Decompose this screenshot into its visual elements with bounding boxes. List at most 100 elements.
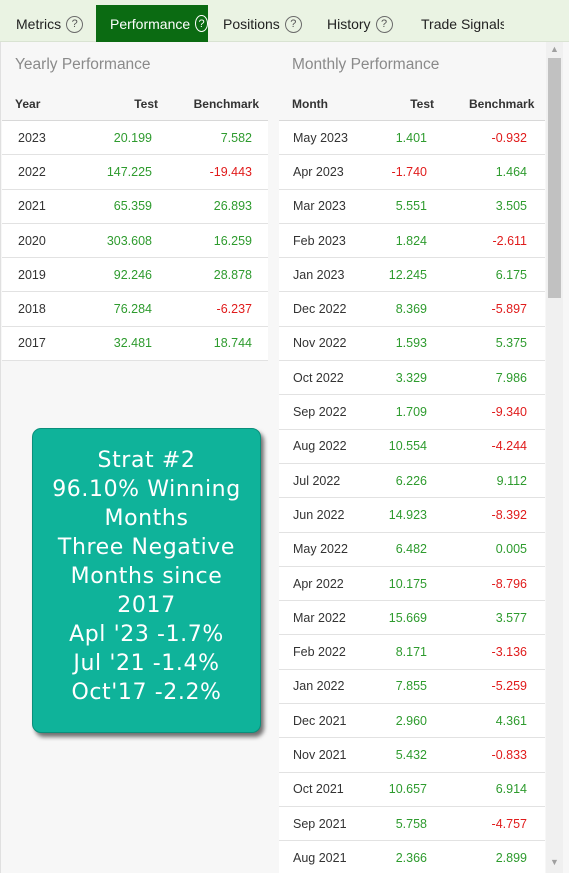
cell-period: Feb 2022 bbox=[293, 645, 346, 660]
yearly-header-benchmark[interactable]: Benchmark bbox=[193, 97, 259, 111]
monthly-table: May 2023 1.401 -0.932 Apr 2023 -1.740 1.464 Ma… bbox=[279, 120, 545, 873]
cell-test: 10.657 bbox=[388, 782, 427, 797]
cell-benchmark: -0.932 bbox=[491, 130, 527, 145]
cell-benchmark: 18.744 bbox=[213, 336, 252, 351]
cell-period: Dec 2021 bbox=[293, 713, 347, 728]
cell-period: May 2023 bbox=[293, 130, 348, 145]
cell-test: 1.824 bbox=[395, 233, 427, 248]
callout-line: 96.10% Winning bbox=[52, 477, 241, 502]
cell-period: Nov 2021 bbox=[293, 747, 347, 762]
table-row: 2019 92.246 28.878 bbox=[2, 258, 268, 293]
cell-test: 5.758 bbox=[395, 816, 427, 831]
scroll-down-icon[interactable]: ▼ bbox=[550, 857, 559, 867]
cell-benchmark: -4.757 bbox=[491, 816, 527, 831]
scroll-up-icon[interactable]: ▲ bbox=[550, 44, 559, 54]
tab-positions[interactable]: Positions ? bbox=[208, 6, 313, 42]
cell-test: 1.401 bbox=[395, 130, 427, 145]
cell-benchmark: -19.443 bbox=[209, 164, 252, 179]
cell-benchmark: 1.464 bbox=[495, 164, 527, 179]
cell-period: Feb 2023 bbox=[293, 233, 346, 248]
cell-test: 76.284 bbox=[113, 302, 152, 317]
table-row: Nov 2021 5.432 -0.833 bbox=[279, 738, 545, 773]
table-row: Jun 2022 14.923 -8.392 bbox=[279, 498, 545, 533]
yearly-header-year[interactable]: Year bbox=[15, 97, 41, 111]
table-row: Aug 2022 10.554 -4.244 bbox=[279, 429, 545, 464]
table-row: Mar 2022 15.669 3.577 bbox=[279, 601, 545, 636]
cell-benchmark: 6.914 bbox=[495, 782, 527, 797]
cell-benchmark: 7.582 bbox=[220, 130, 252, 145]
cell-benchmark: -6.237 bbox=[216, 302, 252, 317]
cell-period: Oct 2022 bbox=[293, 370, 344, 385]
help-icon[interactable]: ? bbox=[195, 15, 208, 32]
tab-trade-signals[interactable]: Trade Signals ? bbox=[408, 6, 504, 42]
cell-period: Aug 2022 bbox=[293, 439, 347, 454]
cell-benchmark: -5.259 bbox=[491, 679, 527, 694]
cell-benchmark: -4.244 bbox=[491, 439, 527, 454]
table-row: 2018 76.284 -6.237 bbox=[2, 292, 268, 327]
monthly-header-benchmark[interactable]: Benchmark bbox=[469, 97, 535, 111]
cell-test: 2.366 bbox=[395, 850, 427, 865]
help-icon[interactable]: ? bbox=[66, 15, 84, 33]
cell-benchmark: 7.986 bbox=[495, 370, 527, 385]
table-row: 2021 65.359 26.893 bbox=[2, 189, 268, 224]
tab-history[interactable]: History ? bbox=[313, 6, 408, 42]
cell-period: 2020 bbox=[18, 233, 46, 248]
table-row: Apr 2023 -1.740 1.464 bbox=[279, 155, 545, 190]
cell-test: -1.740 bbox=[391, 164, 427, 179]
cell-test: 2.960 bbox=[395, 713, 427, 728]
tab-metrics[interactable]: Metrics ? bbox=[0, 6, 96, 42]
cell-benchmark: -2.611 bbox=[492, 233, 527, 248]
cell-benchmark: -3.136 bbox=[491, 645, 527, 660]
cell-test: 1.593 bbox=[395, 336, 427, 351]
table-row: 2017 32.481 18.744 bbox=[2, 326, 268, 362]
cell-test: 147.225 bbox=[106, 164, 152, 179]
tab-performance[interactable]: Performance ? bbox=[96, 5, 208, 42]
cell-benchmark: -5.897 bbox=[491, 302, 527, 317]
cell-period: Sep 2021 bbox=[293, 816, 347, 831]
table-row: Nov 2022 1.593 5.375 bbox=[279, 326, 545, 362]
callout-line: 2017 bbox=[117, 593, 176, 618]
cell-test: 8.171 bbox=[395, 645, 427, 660]
cell-test: 6.482 bbox=[395, 542, 427, 557]
callout-line: Jul '21 -1.4% bbox=[73, 651, 220, 676]
cell-benchmark: -0.833 bbox=[491, 747, 527, 762]
table-row: Feb 2023 1.824 -2.611 bbox=[279, 223, 545, 259]
cell-benchmark: 3.505 bbox=[495, 199, 527, 214]
callout-line: Apl '23 -1.7% bbox=[69, 622, 224, 647]
table-row: Jul 2022 6.226 9.112 bbox=[279, 463, 545, 499]
tab-label: Positions bbox=[223, 16, 280, 32]
cell-period: Dec 2022 bbox=[293, 302, 347, 317]
tab-bar: Metrics ? Performance ? Positions ? Hist… bbox=[0, 0, 569, 42]
callout-line: Three Negative bbox=[57, 535, 236, 560]
cell-period: Mar 2023 bbox=[293, 199, 346, 214]
table-row: 2023 20.199 7.582 bbox=[2, 121, 268, 156]
help-icon[interactable]: ? bbox=[375, 15, 393, 33]
yearly-header-test[interactable]: Test bbox=[134, 97, 158, 111]
cell-benchmark: 26.893 bbox=[213, 199, 252, 214]
cell-period: 2023 bbox=[18, 130, 46, 145]
callout-line: Oct'17 -2.2% bbox=[71, 680, 222, 705]
monthly-header-test[interactable]: Test bbox=[410, 97, 434, 111]
scrollbar-thumb[interactable] bbox=[548, 58, 561, 298]
cell-period: 2021 bbox=[18, 199, 46, 214]
table-row: May 2022 6.482 0.005 bbox=[279, 532, 545, 567]
tab-label: Performance bbox=[110, 15, 191, 32]
callout-line: Strat #2 bbox=[97, 448, 196, 473]
cell-test: 15.669 bbox=[388, 610, 427, 625]
cell-benchmark: 0.005 bbox=[495, 542, 527, 557]
cell-test: 8.369 bbox=[395, 302, 427, 317]
table-row: Aug 2021 2.366 2.899 bbox=[279, 841, 545, 873]
help-icon[interactable]: ? bbox=[284, 15, 302, 33]
vertical-scrollbar[interactable]: ▲ ▼ bbox=[546, 42, 563, 873]
table-row: Sep 2021 5.758 -4.757 bbox=[279, 806, 545, 842]
cell-period: 2018 bbox=[18, 302, 46, 317]
monthly-header-month[interactable]: Month bbox=[292, 97, 328, 111]
cell-test: 6.226 bbox=[395, 473, 427, 488]
cell-benchmark: -8.796 bbox=[491, 576, 527, 591]
cell-period: Oct 2021 bbox=[293, 782, 344, 797]
table-row: Dec 2021 2.960 4.361 bbox=[279, 704, 545, 739]
tab-label: History bbox=[327, 16, 371, 32]
table-row: Oct 2022 3.329 7.986 bbox=[279, 361, 545, 396]
cell-test: 303.608 bbox=[106, 233, 152, 248]
cell-benchmark: 2.899 bbox=[495, 850, 527, 865]
